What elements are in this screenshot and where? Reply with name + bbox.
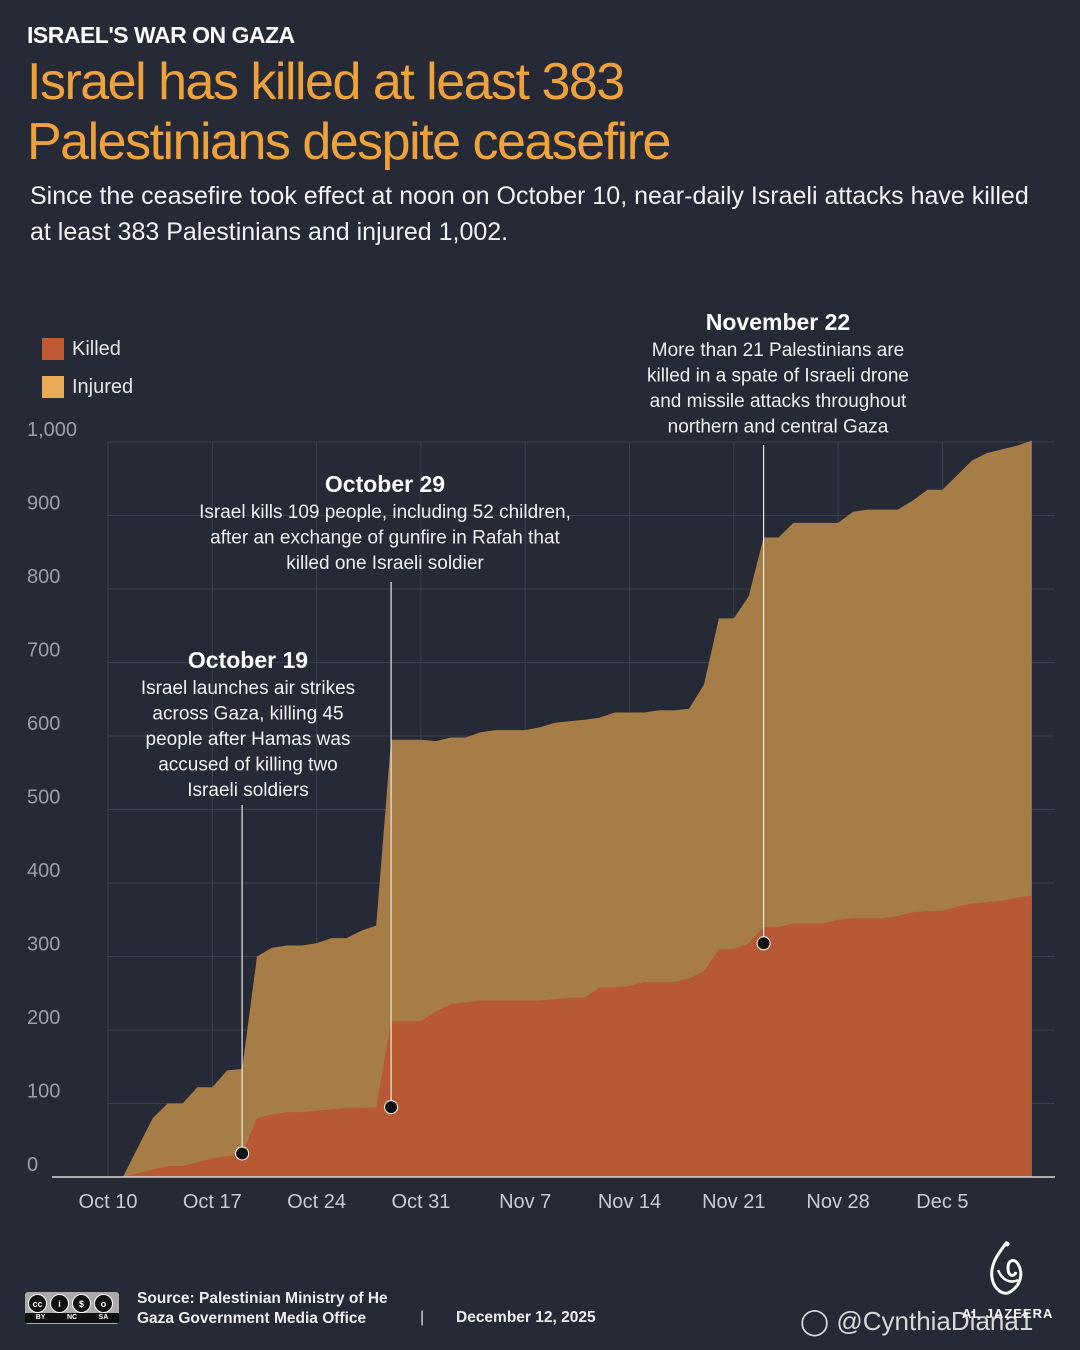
weibo-icon: ◯ — [800, 1306, 830, 1336]
annotation-text-0-1: across Gaza, killing 45 — [152, 704, 343, 725]
legend-swatch-injured — [42, 376, 64, 398]
annotation-text-0-2: people after Hamas was — [146, 729, 351, 750]
source: Source: Palestinian Ministry of He Gaza … — [137, 1289, 388, 1329]
cc-icon-3: o — [94, 1294, 113, 1313]
y-tick-label-1000: 1,000 — [27, 419, 77, 441]
x-tick-label-5: Nov 14 — [598, 1191, 661, 1213]
y-tick-label-800: 800 — [27, 566, 60, 588]
y-tick-label-500: 500 — [27, 787, 60, 809]
cc-icon-2: $ — [72, 1294, 91, 1313]
x-tick-label-8: Dec 5 — [916, 1191, 968, 1213]
publish-date: December 12, 2025 — [456, 1309, 596, 1326]
headline: Israel has killed at least 383 Palestini… — [27, 52, 1027, 172]
y-tick-label-100: 100 — [27, 1081, 60, 1103]
source-line-1: Source: Palestinian Ministry of He — [137, 1290, 388, 1307]
cc-icon-0: cc — [28, 1294, 47, 1313]
kicker: ISRAEL'S WAR ON GAZA — [27, 22, 295, 48]
x-tick-label-7: Nov 28 — [806, 1191, 869, 1213]
y-tick-label-400: 400 — [27, 860, 60, 882]
headline-line-2: Palestinians despite ceasefire — [27, 113, 671, 171]
annotation-marker-1 — [384, 1100, 399, 1115]
subtitle: Since the ceasefire took effect at noon … — [30, 182, 1029, 246]
x-tick-label-6: Nov 21 — [702, 1191, 765, 1213]
y-tick-label-700: 700 — [27, 640, 60, 662]
legend-item-injured: Injured — [42, 368, 133, 406]
cc-license-terms: BY NC SA — [25, 1313, 119, 1323]
y-tick-label-300: 300 — [27, 934, 60, 956]
annotation-marker-0 — [235, 1146, 250, 1161]
annotation-text-0-3: accused of killing two — [158, 755, 338, 776]
y-tick-label-900: 900 — [27, 493, 60, 515]
annotation-text-1-0: Israel kills 109 people, including 52 ch… — [199, 502, 571, 523]
footer-separator: | — [420, 1309, 425, 1326]
x-tick-label-3: Oct 31 — [391, 1191, 450, 1213]
x-tick-label-2: Oct 24 — [287, 1191, 346, 1213]
area-killed — [122, 895, 1032, 1177]
watermark: ◯ @CynthiaDiana1 — [800, 1306, 1033, 1337]
source-line-2: Gaza Government Media Office — [137, 1310, 367, 1327]
annotation-text-0-0: Israel launches air strikes — [141, 678, 355, 699]
creative-commons-badge: cc i $ o BY NC SA — [25, 1292, 119, 1324]
legend-label-killed: Killed — [72, 337, 121, 360]
al-jazeera-logo-icon — [990, 1241, 1023, 1295]
x-tick-label-4: Nov 7 — [499, 1191, 551, 1213]
cc-term-nc: NC — [66, 1314, 78, 1321]
annotation-text-2-2: and missile attacks throughout — [650, 391, 907, 412]
annotation-text-2-3: northern and central Gaza — [668, 417, 889, 438]
annotation-title-1: October 29 — [325, 471, 445, 497]
annotation-text-2-1: killed in a spate of Israeli drone — [647, 366, 909, 387]
annotation-text-1-2: killed one Israeli soldier — [286, 553, 484, 574]
y-tick-label-600: 600 — [27, 713, 60, 735]
annotation-title-0: October 19 — [188, 647, 308, 673]
footer: cc i $ o BY NC SA Source: Palestinian Ministr… — [0, 1241, 1080, 1337]
headline-line-1: Israel has killed at least 383 — [27, 53, 625, 111]
legend-item-killed: Killed — [42, 330, 133, 368]
cc-term-sa: SA — [98, 1314, 109, 1321]
watermark-handle: @CynthiaDiana1 — [836, 1306, 1034, 1336]
area-chart: 0 100 200 300 400 500 600 700 800 900 1,000 Oct 10 O… — [27, 309, 1055, 1213]
x-tick-label-0: Oct 10 — [79, 1191, 138, 1213]
legend-swatch-killed — [42, 338, 64, 360]
annotation-title-2: November 22 — [706, 309, 850, 335]
annotation-text-2-0: More than 21 Palestinians are — [652, 340, 904, 361]
legend: Killed Injured — [42, 330, 133, 406]
x-tick-label-1: Oct 17 — [183, 1191, 242, 1213]
brand-name: AL JAZEERA — [962, 1306, 1054, 1321]
cc-icons: cc i $ o — [28, 1294, 113, 1313]
cc-icon-1: i — [50, 1294, 69, 1313]
legend-label-injured: Injured — [72, 375, 134, 398]
y-tick-label-200: 200 — [27, 1007, 60, 1029]
annotation-text-0-4: Israeli soldiers — [187, 780, 308, 801]
annotation-text-1-1: after an exchange of gunfire in Rafah th… — [210, 528, 560, 549]
annotation-marker-2 — [756, 936, 771, 951]
y-tick-label-0: 0 — [27, 1154, 38, 1176]
cc-term-by: BY — [35, 1314, 46, 1321]
